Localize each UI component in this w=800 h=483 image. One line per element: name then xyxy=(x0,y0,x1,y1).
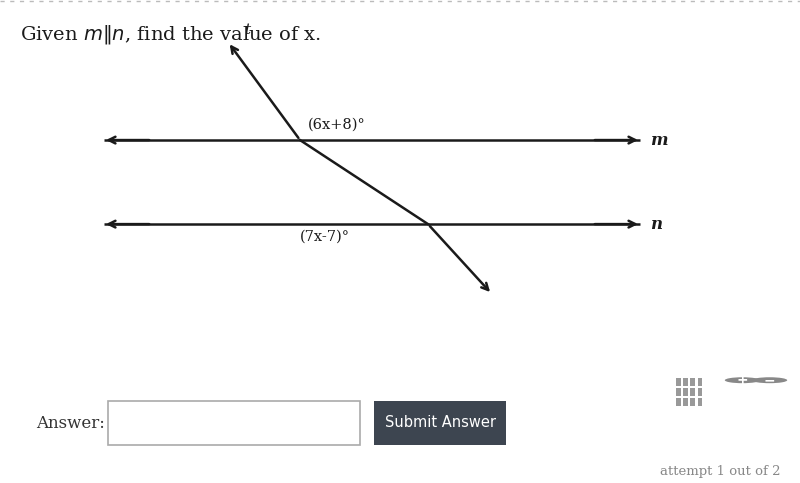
Bar xyxy=(698,398,702,406)
Bar xyxy=(676,378,681,385)
Bar xyxy=(698,378,702,385)
Bar xyxy=(374,400,506,445)
Bar xyxy=(690,398,695,406)
Circle shape xyxy=(725,377,760,383)
Text: −: − xyxy=(764,373,775,387)
Bar xyxy=(690,388,695,396)
Circle shape xyxy=(752,377,787,383)
Bar xyxy=(676,398,681,406)
Text: Submit Answer: Submit Answer xyxy=(385,415,496,430)
Text: (7x-7)°: (7x-7)° xyxy=(300,229,350,243)
Bar xyxy=(698,388,702,396)
Bar xyxy=(683,388,688,396)
Bar xyxy=(683,378,688,385)
Bar xyxy=(683,398,688,406)
Text: Answer:: Answer: xyxy=(36,415,105,432)
Text: +: + xyxy=(737,373,748,387)
Text: m: m xyxy=(650,131,667,149)
Text: n: n xyxy=(650,215,662,233)
Bar xyxy=(108,400,360,445)
Text: (6x+8)°: (6x+8)° xyxy=(308,117,366,131)
Text: attempt 1 out of 2: attempt 1 out of 2 xyxy=(659,465,780,478)
Bar xyxy=(690,378,695,385)
Bar xyxy=(676,388,681,396)
Text: t: t xyxy=(244,23,250,37)
Text: Given $m\|n$, find the value of x.: Given $m\|n$, find the value of x. xyxy=(20,23,321,46)
